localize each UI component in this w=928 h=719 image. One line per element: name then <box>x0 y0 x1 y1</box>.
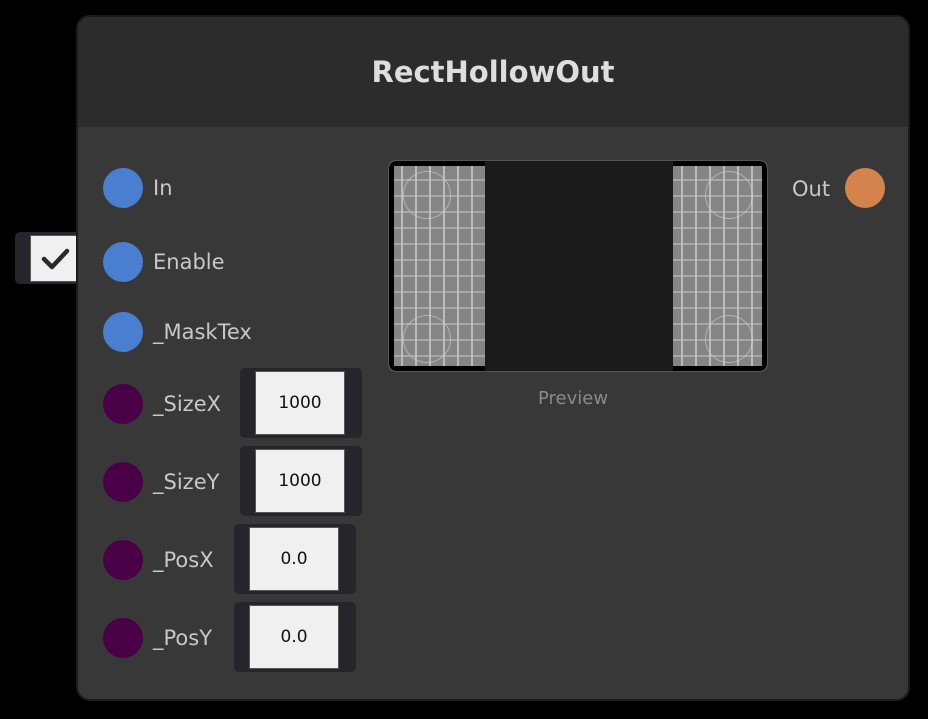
output-label-out: Out <box>792 177 831 201</box>
input-label-posx: _PosX <box>153 548 214 572</box>
input-label-sizey: _SizeY <box>153 470 220 494</box>
input-label-masktex: _MaskTex <box>153 320 252 344</box>
sizex-field-container: 1000 <box>240 368 362 438</box>
posy-input[interactable]: 0.0 <box>249 605 339 669</box>
preview-label: Preview <box>538 388 609 409</box>
posy-field-container: 0.0 <box>234 602 356 672</box>
sizex-input[interactable]: 1000 <box>255 371 345 435</box>
input-label-posy: _PosY <box>153 626 213 650</box>
sizey-field-container: 1000 <box>240 446 362 516</box>
input-port-sizey[interactable] <box>103 462 143 502</box>
input-label-in: In <box>153 176 173 200</box>
node-title: RectHollowOut <box>78 17 908 127</box>
output-port-out[interactable] <box>845 168 885 208</box>
input-label-enable: Enable <box>153 250 225 274</box>
sizey-input[interactable]: 1000 <box>255 449 345 513</box>
preview-image <box>388 160 768 372</box>
enable-checkbox[interactable] <box>30 235 80 282</box>
posx-input[interactable]: 0.0 <box>249 527 339 591</box>
input-port-sizex[interactable] <box>103 384 143 424</box>
check-icon <box>41 248 70 269</box>
posx-field-container: 0.0 <box>234 524 356 594</box>
input-port-posx[interactable] <box>103 540 143 580</box>
input-port-masktex[interactable] <box>103 312 143 352</box>
input-port-posy[interactable] <box>103 618 143 658</box>
input-port-in[interactable] <box>103 168 143 208</box>
input-label-sizex: _SizeX <box>153 392 221 416</box>
input-port-enable[interactable] <box>103 242 143 282</box>
